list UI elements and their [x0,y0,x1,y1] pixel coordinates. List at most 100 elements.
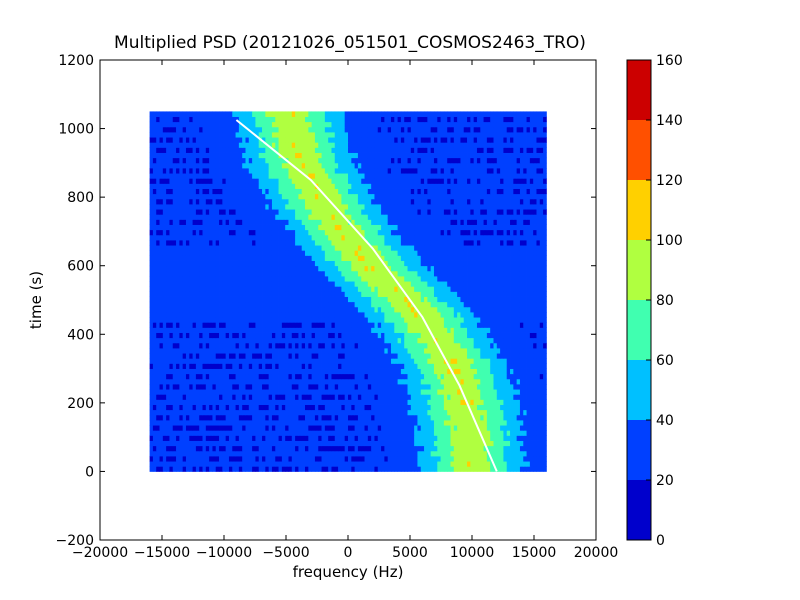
heatmap-cell [529,363,534,369]
heatmap-cell [460,281,465,287]
heatmap-cell [457,296,461,303]
heatmap-cell [278,456,283,462]
heatmap-cell [314,456,319,462]
heatmap-cell [536,461,541,467]
heatmap-cell [281,420,286,426]
heatmap-cell [463,414,468,421]
heatmap-cell [152,276,157,282]
heatmap-cell [255,276,260,282]
heatmap-cell [420,461,425,467]
heatmap-cell [364,456,369,462]
heatmap-cell [331,450,336,457]
heatmap-cell [523,317,527,323]
heatmap-cell [262,399,266,405]
heatmap-cell [222,430,227,436]
heatmap-cell [334,456,339,462]
heatmap-cell [427,363,432,369]
heatmap-cell [288,260,293,267]
heatmap-cell [367,399,372,405]
heatmap-cell [149,270,154,277]
heatmap-cell [235,461,240,467]
heatmap-cell [357,399,362,405]
heatmap-cell [430,286,435,292]
heatmap-cell [387,440,392,447]
heatmap-cell [483,368,488,375]
heatmap-cell [166,358,170,364]
heatmap-cell [225,420,230,426]
heatmap-cell [529,322,534,328]
heatmap-cell [433,281,438,287]
heatmap-cell [219,414,223,421]
heatmap-cell [182,425,187,431]
heatmap-cell [394,342,398,349]
heatmap-cell [414,301,418,308]
heatmap-cell [470,440,475,447]
heatmap-cell [476,286,481,292]
heatmap-cell [245,430,250,436]
heatmap-cell [281,327,286,333]
heatmap-cell [314,373,319,380]
heatmap-cell [265,440,270,447]
heatmap-cell [176,255,180,261]
heatmap-cell [457,348,461,354]
heatmap-cell [410,327,415,333]
heatmap-cell [318,461,322,467]
heatmap-cell [228,425,233,431]
heatmap-cell [453,456,458,462]
heatmap-cell [510,260,514,267]
heatmap-cell [361,430,365,436]
heatmap-cell [298,286,303,292]
heatmap-cell [407,420,412,426]
heatmap-cell [387,317,392,323]
heatmap-cell [209,348,213,354]
heatmap-cell [390,378,395,385]
heatmap-cell [377,291,382,297]
heatmap-cell [321,255,326,261]
heatmap-cell [341,456,346,462]
heatmap-cell [275,342,279,349]
heatmap-cell [351,378,356,385]
heatmap-cell [483,425,488,431]
heatmap-cell [433,312,438,318]
heatmap-cell [543,440,547,447]
heatmap-cell [262,363,266,369]
heatmap-cell [463,399,468,405]
heatmap-cell [166,281,170,287]
heatmap-cell [245,342,250,349]
heatmap-cell [364,358,369,364]
heatmap-cell [209,384,213,390]
heatmap-cell [341,394,346,400]
heatmap-cell [493,450,498,457]
heatmap-cell [493,358,498,364]
heatmap-cell [182,420,187,426]
heatmap-cell [202,368,207,375]
heatmap-cell [490,270,494,277]
heatmap-cell [371,435,375,441]
heatmap-cell [470,435,475,441]
heatmap-cell [156,276,160,282]
heatmap-cell [156,425,160,431]
heatmap-cell [410,276,415,282]
heatmap-cell [414,409,418,416]
heatmap-cell [483,342,488,349]
heatmap-cell [314,322,319,328]
heatmap-cell [258,348,263,354]
heatmap-cell [179,296,184,303]
heatmap-cell [427,312,432,318]
heatmap-cell [281,281,286,287]
heatmap-cell [543,327,547,333]
heatmap-cell [192,466,197,472]
heatmap-cell [381,425,385,431]
heatmap-cell [387,332,392,339]
heatmap-cell [209,461,213,467]
heatmap-cell [162,378,167,385]
heatmap-cell [169,281,174,287]
heatmap-cell [390,445,395,452]
heatmap-cell [536,456,541,462]
heatmap-cell [500,414,504,421]
heatmap-cell [215,342,220,349]
heatmap-cell [486,430,491,436]
heatmap-cell [159,312,164,318]
heatmap-cell [453,414,458,421]
heatmap-cell [245,373,250,380]
